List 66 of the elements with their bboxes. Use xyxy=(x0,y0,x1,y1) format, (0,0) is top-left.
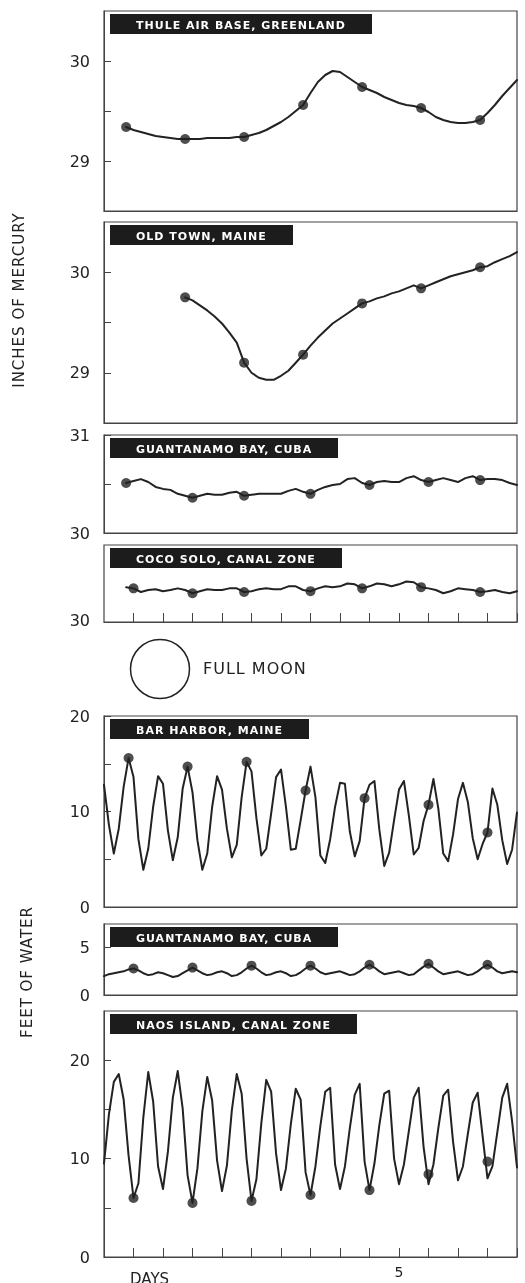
y-tick-label: 29 xyxy=(69,151,90,171)
y-tick-label: 10 xyxy=(69,802,90,821)
point xyxy=(180,134,191,144)
y-tick-label: 20 xyxy=(69,1050,90,1070)
y-tick-label: 20 xyxy=(69,706,90,726)
y-tick-label: 30 xyxy=(69,262,90,282)
point xyxy=(121,478,132,489)
point xyxy=(241,756,252,767)
point xyxy=(423,799,434,810)
point xyxy=(239,132,250,142)
chart-title: COCO SOLO, CANAL ZONE xyxy=(136,553,316,566)
point xyxy=(357,82,368,92)
y-tick-label: 0 xyxy=(79,1247,90,1267)
point xyxy=(305,1190,316,1201)
point xyxy=(239,490,250,501)
x-axis-title: DAYS xyxy=(130,1269,170,1283)
point xyxy=(357,298,368,309)
y-tick-label: 10 xyxy=(69,1149,90,1169)
point xyxy=(423,477,434,488)
y-tick-label: 30 xyxy=(69,523,90,543)
point xyxy=(305,488,316,499)
point xyxy=(359,793,370,804)
point xyxy=(423,1169,434,1180)
y-tick-label: 30 xyxy=(69,51,90,71)
point xyxy=(305,586,316,597)
text: FULL MOON xyxy=(203,659,307,678)
point xyxy=(364,1185,375,1196)
y-tick-label: 0 xyxy=(79,897,90,917)
point xyxy=(128,583,139,594)
point xyxy=(364,479,375,490)
y-axis-title: FEET OF WATER xyxy=(18,906,36,1038)
point xyxy=(482,827,493,838)
point xyxy=(121,122,132,132)
y-tick-label: 0 xyxy=(79,985,90,1005)
point xyxy=(128,1192,139,1203)
text: GUANTANAMO BAY, CUBA xyxy=(136,932,313,945)
point xyxy=(475,115,486,125)
point xyxy=(239,587,250,598)
y-tick-label: 31 xyxy=(69,425,90,445)
text: THULE AIR BASE, GREENLAND xyxy=(136,19,346,32)
point xyxy=(300,785,311,796)
point xyxy=(298,100,309,110)
point xyxy=(416,582,427,593)
point xyxy=(475,587,486,598)
point xyxy=(357,583,368,594)
point xyxy=(180,292,191,303)
text: BAR HARBOR, MAINE xyxy=(136,724,284,737)
point xyxy=(187,588,198,599)
point xyxy=(298,349,309,360)
point xyxy=(475,262,486,273)
point xyxy=(239,357,250,368)
point xyxy=(187,492,198,503)
point xyxy=(123,753,134,764)
text: GUANTANAMO BAY, CUBA xyxy=(136,443,313,456)
point xyxy=(475,475,486,486)
point xyxy=(416,103,427,113)
point xyxy=(482,1156,493,1167)
y-axis-title: INCHES OF MERCURY xyxy=(10,212,28,388)
text: NAOS ISLAND, CANAL ZONE xyxy=(136,1019,331,1032)
y-tick-label: 5 xyxy=(79,938,90,958)
point xyxy=(187,1197,198,1208)
y-tick-label: 29 xyxy=(69,363,90,383)
point xyxy=(416,283,427,294)
point xyxy=(182,761,193,772)
text: OLD TOWN, MAINE xyxy=(136,230,267,243)
point xyxy=(246,1195,257,1206)
